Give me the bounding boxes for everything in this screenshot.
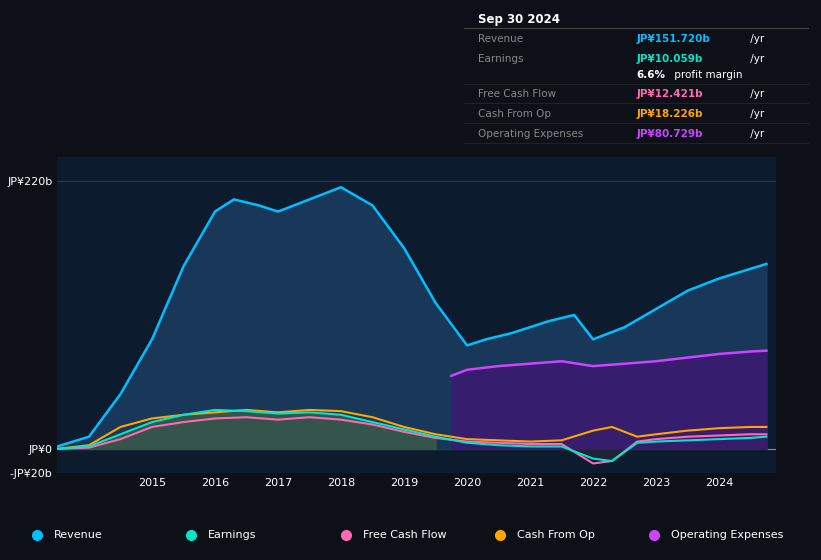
Text: Sep 30 2024: Sep 30 2024: [478, 13, 560, 26]
Text: JP¥18.226b: JP¥18.226b: [636, 109, 703, 119]
Text: Cash From Op: Cash From Op: [517, 530, 595, 540]
Text: /yr: /yr: [746, 90, 764, 100]
Text: profit margin: profit margin: [671, 69, 742, 80]
Text: Cash From Op: Cash From Op: [478, 109, 551, 119]
Text: Operating Expenses: Operating Expenses: [672, 530, 784, 540]
Text: /yr: /yr: [746, 129, 764, 139]
Text: Earnings: Earnings: [478, 54, 523, 64]
Text: JP¥151.720b: JP¥151.720b: [636, 34, 710, 44]
Text: Operating Expenses: Operating Expenses: [478, 129, 583, 139]
Text: Earnings: Earnings: [209, 530, 257, 540]
Text: Free Cash Flow: Free Cash Flow: [363, 530, 447, 540]
Text: Revenue: Revenue: [54, 530, 103, 540]
Text: Revenue: Revenue: [478, 34, 523, 44]
Text: JP¥12.421b: JP¥12.421b: [636, 90, 703, 100]
Text: JP¥80.729b: JP¥80.729b: [636, 129, 703, 139]
Text: /yr: /yr: [746, 109, 764, 119]
Text: 6.6%: 6.6%: [636, 69, 665, 80]
Text: Free Cash Flow: Free Cash Flow: [478, 90, 556, 100]
Text: /yr: /yr: [746, 54, 764, 64]
Text: JP¥10.059b: JP¥10.059b: [636, 54, 703, 64]
Text: /yr: /yr: [746, 34, 764, 44]
